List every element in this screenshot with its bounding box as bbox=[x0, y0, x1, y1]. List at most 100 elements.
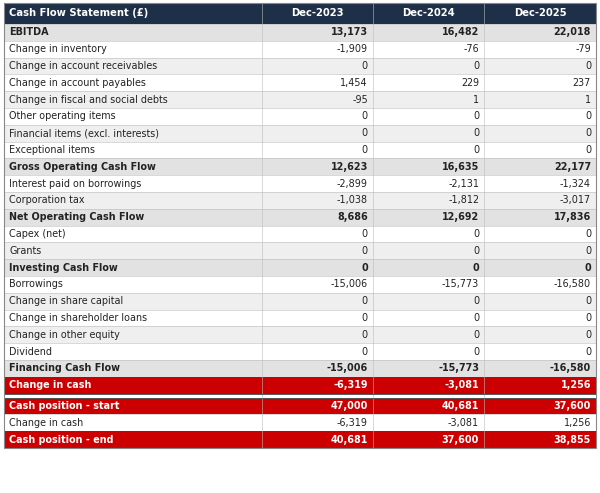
Text: 0: 0 bbox=[362, 61, 368, 71]
Text: Gross Operating Cash Flow: Gross Operating Cash Flow bbox=[9, 162, 156, 172]
Text: 0: 0 bbox=[362, 330, 368, 340]
Text: -1,038: -1,038 bbox=[337, 195, 368, 206]
Text: Grants: Grants bbox=[9, 246, 41, 256]
Text: -76: -76 bbox=[463, 44, 479, 54]
Bar bbox=[4, 243, 596, 259]
Text: 0: 0 bbox=[585, 128, 591, 138]
Text: -3,081: -3,081 bbox=[448, 418, 479, 428]
Text: Borrowings: Borrowings bbox=[9, 280, 63, 289]
Bar bbox=[4, 91, 596, 108]
Text: 0: 0 bbox=[473, 296, 479, 306]
Text: 16,635: 16,635 bbox=[442, 162, 479, 172]
Bar bbox=[4, 310, 596, 326]
Text: -15,773: -15,773 bbox=[438, 363, 479, 373]
Text: -15,006: -15,006 bbox=[331, 280, 368, 289]
Bar bbox=[4, 141, 596, 158]
Text: 37,600: 37,600 bbox=[554, 401, 591, 411]
Bar bbox=[4, 226, 596, 243]
Text: 1,454: 1,454 bbox=[340, 78, 368, 88]
Text: 0: 0 bbox=[473, 61, 479, 71]
Text: -79: -79 bbox=[575, 44, 591, 54]
Text: -1,324: -1,324 bbox=[560, 178, 591, 189]
Text: 12,692: 12,692 bbox=[442, 212, 479, 222]
Text: -15,006: -15,006 bbox=[326, 363, 368, 373]
Bar bbox=[4, 24, 596, 41]
Text: 0: 0 bbox=[473, 229, 479, 239]
Text: 16,482: 16,482 bbox=[442, 28, 479, 37]
Bar bbox=[4, 175, 596, 192]
Text: 47,000: 47,000 bbox=[331, 401, 368, 411]
Text: 0: 0 bbox=[585, 296, 591, 306]
Bar bbox=[4, 397, 596, 415]
Text: -1,812: -1,812 bbox=[448, 195, 479, 206]
Text: -2,899: -2,899 bbox=[337, 178, 368, 189]
Text: 0: 0 bbox=[585, 111, 591, 121]
Text: Change in account receivables: Change in account receivables bbox=[9, 61, 157, 71]
Text: 0: 0 bbox=[585, 61, 591, 71]
Text: 229: 229 bbox=[461, 78, 479, 88]
Text: 1,256: 1,256 bbox=[563, 418, 591, 428]
Text: Change in other equity: Change in other equity bbox=[9, 330, 120, 340]
Text: 0: 0 bbox=[585, 347, 591, 356]
Text: Other operating items: Other operating items bbox=[9, 111, 116, 121]
Text: -15,773: -15,773 bbox=[442, 280, 479, 289]
Text: Change in cash: Change in cash bbox=[9, 380, 91, 390]
Text: 0: 0 bbox=[473, 145, 479, 155]
Text: 0: 0 bbox=[473, 347, 479, 356]
Text: -16,580: -16,580 bbox=[550, 363, 591, 373]
Text: 0: 0 bbox=[362, 347, 368, 356]
Text: 1: 1 bbox=[473, 95, 479, 105]
Bar bbox=[4, 74, 596, 91]
Text: Capex (net): Capex (net) bbox=[9, 229, 65, 239]
Bar bbox=[4, 192, 596, 209]
Bar bbox=[4, 393, 596, 397]
Bar bbox=[4, 3, 596, 24]
Bar bbox=[4, 415, 596, 431]
Text: 37,600: 37,600 bbox=[442, 435, 479, 445]
Text: 0: 0 bbox=[362, 128, 368, 138]
Text: 12,623: 12,623 bbox=[331, 162, 368, 172]
Text: -1,909: -1,909 bbox=[337, 44, 368, 54]
Text: Dec-2025: Dec-2025 bbox=[514, 8, 566, 19]
Text: 0: 0 bbox=[362, 145, 368, 155]
Text: Corporation tax: Corporation tax bbox=[9, 195, 85, 206]
Text: 0: 0 bbox=[361, 263, 368, 273]
Text: Net Operating Cash Flow: Net Operating Cash Flow bbox=[9, 212, 144, 222]
Text: 22,018: 22,018 bbox=[554, 28, 591, 37]
Text: -6,319: -6,319 bbox=[337, 418, 368, 428]
Text: Cash position - end: Cash position - end bbox=[9, 435, 113, 445]
Text: 40,681: 40,681 bbox=[331, 435, 368, 445]
Text: -2,131: -2,131 bbox=[448, 178, 479, 189]
Text: Dividend: Dividend bbox=[9, 347, 52, 356]
Text: -95: -95 bbox=[352, 95, 368, 105]
Bar bbox=[4, 41, 596, 58]
Bar bbox=[4, 158, 596, 175]
Text: 237: 237 bbox=[573, 78, 591, 88]
Text: 0: 0 bbox=[585, 246, 591, 256]
Text: 0: 0 bbox=[362, 246, 368, 256]
Bar bbox=[4, 377, 596, 393]
Text: 0: 0 bbox=[362, 296, 368, 306]
Text: 13,173: 13,173 bbox=[331, 28, 368, 37]
Text: 38,855: 38,855 bbox=[554, 435, 591, 445]
Text: 0: 0 bbox=[473, 246, 479, 256]
Text: 0: 0 bbox=[472, 263, 479, 273]
Text: Cash Flow Statement (£): Cash Flow Statement (£) bbox=[9, 8, 148, 19]
Text: 0: 0 bbox=[585, 145, 591, 155]
Bar bbox=[4, 431, 596, 448]
Text: 0: 0 bbox=[473, 128, 479, 138]
Text: Change in fiscal and social debts: Change in fiscal and social debts bbox=[9, 95, 168, 105]
Text: 1,256: 1,256 bbox=[560, 380, 591, 390]
Text: -16,580: -16,580 bbox=[554, 280, 591, 289]
Text: Change in account payables: Change in account payables bbox=[9, 78, 146, 88]
Text: Interest paid on borrowings: Interest paid on borrowings bbox=[9, 178, 142, 189]
Text: Financial items (excl. interests): Financial items (excl. interests) bbox=[9, 128, 159, 138]
Text: Investing Cash Flow: Investing Cash Flow bbox=[9, 263, 118, 273]
Text: 0: 0 bbox=[584, 263, 591, 273]
Bar bbox=[4, 209, 596, 226]
Text: 0: 0 bbox=[585, 229, 591, 239]
Bar bbox=[4, 276, 596, 293]
Text: 1: 1 bbox=[585, 95, 591, 105]
Text: -6,319: -6,319 bbox=[334, 380, 368, 390]
Text: EBITDA: EBITDA bbox=[9, 28, 49, 37]
